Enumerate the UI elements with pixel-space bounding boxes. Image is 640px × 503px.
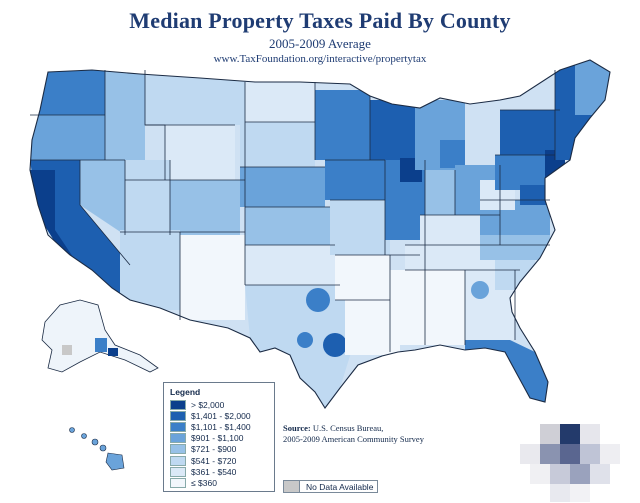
region-texas-dallas xyxy=(306,288,330,312)
legend-swatch xyxy=(170,455,186,466)
legend-label: > $2,000 xyxy=(191,399,225,410)
region-nebraska xyxy=(240,167,325,207)
region-wisconsin xyxy=(370,100,415,160)
region-arizona xyxy=(120,230,180,310)
legend-label: $721 - $900 xyxy=(191,444,237,455)
source-line1: U.S. Census Bureau, xyxy=(312,423,384,433)
legend-item: $901 - $1,100 xyxy=(170,433,268,444)
region-georgia-atlanta xyxy=(471,281,489,299)
region-iowa xyxy=(325,160,385,200)
region-north-carolina xyxy=(480,235,550,260)
legend-item: $541 - $720 xyxy=(170,455,268,466)
region-idaho xyxy=(105,70,145,160)
region-montana xyxy=(145,70,245,125)
legend-item: $361 - $540 xyxy=(170,466,268,477)
region-california-coast xyxy=(30,170,92,280)
region-oregon xyxy=(30,115,105,165)
source-label: Source: xyxy=(283,423,311,433)
source-url: www.TaxFoundation.org/interactive/proper… xyxy=(213,53,427,65)
region-new-mexico xyxy=(180,235,245,320)
region-arkansas xyxy=(335,255,390,300)
legend-swatch xyxy=(170,444,186,455)
region-missouri xyxy=(330,200,390,255)
legend-title: Legend xyxy=(170,387,201,397)
legend-item: > $2,000 xyxy=(170,399,268,410)
legend-item: $1,401 - $2,000 xyxy=(170,410,268,421)
map-subtitle: 2005-2009 Average xyxy=(269,36,371,51)
legend-label: $1,101 - $1,400 xyxy=(191,421,251,432)
alaska xyxy=(41,299,159,373)
legend-label: $541 - $720 xyxy=(191,455,237,466)
region-washington xyxy=(30,60,110,120)
hawaii xyxy=(69,427,125,471)
region-oklahoma xyxy=(245,245,335,285)
region-mississippi xyxy=(390,270,425,345)
source-line2: 2005-2009 American Community Survey xyxy=(283,434,424,444)
legend-swatch xyxy=(170,399,186,410)
legend-swatch xyxy=(170,410,186,421)
legend-label: $901 - $1,100 xyxy=(191,433,244,444)
region-wyoming xyxy=(165,125,235,180)
region-south-dakota xyxy=(240,122,315,167)
map-title: Median Property Taxes Paid By County xyxy=(129,8,511,33)
region-alabama xyxy=(425,270,465,345)
region-pennsylvania xyxy=(495,155,550,190)
legend-swatch xyxy=(170,433,186,444)
region-nevada xyxy=(80,160,125,235)
no-data-label: No Data Available xyxy=(306,481,374,492)
region-utah xyxy=(125,160,170,230)
region-new-york xyxy=(500,110,560,155)
legend-swatch xyxy=(170,466,186,477)
source-note: Source: U.S. Census Bureau, 2005-2009 Am… xyxy=(283,423,424,445)
legend: Legend > $2,000 $1,401 - $2,000 $1,101 - $… xyxy=(163,382,275,492)
legend-item: $1,101 - $1,400 xyxy=(170,421,268,432)
legend-swatch xyxy=(170,421,186,432)
region-north-dakota xyxy=(245,82,315,122)
region-maine xyxy=(575,60,610,115)
region-texas-austin xyxy=(297,332,313,348)
no-data-swatch xyxy=(284,481,300,492)
legend-label: ≤ $360 xyxy=(191,477,217,488)
region-kansas xyxy=(245,207,330,245)
pixelated-artifact xyxy=(520,424,620,502)
region-minnesota xyxy=(315,90,370,160)
legend-label: $1,401 - $2,000 xyxy=(191,410,251,421)
legend-label: $361 - $540 xyxy=(191,466,237,477)
region-texas-houston xyxy=(323,333,347,357)
legend-item: ≤ $360 xyxy=(170,477,268,488)
region-michigan-detroit xyxy=(440,140,465,168)
state-borders xyxy=(29,59,611,409)
legend-swatch xyxy=(170,477,186,488)
region-colorado xyxy=(170,180,240,235)
no-data-key: No Data Available xyxy=(283,480,378,493)
legend-item: $721 - $900 xyxy=(170,444,268,455)
region-florida xyxy=(465,340,548,402)
